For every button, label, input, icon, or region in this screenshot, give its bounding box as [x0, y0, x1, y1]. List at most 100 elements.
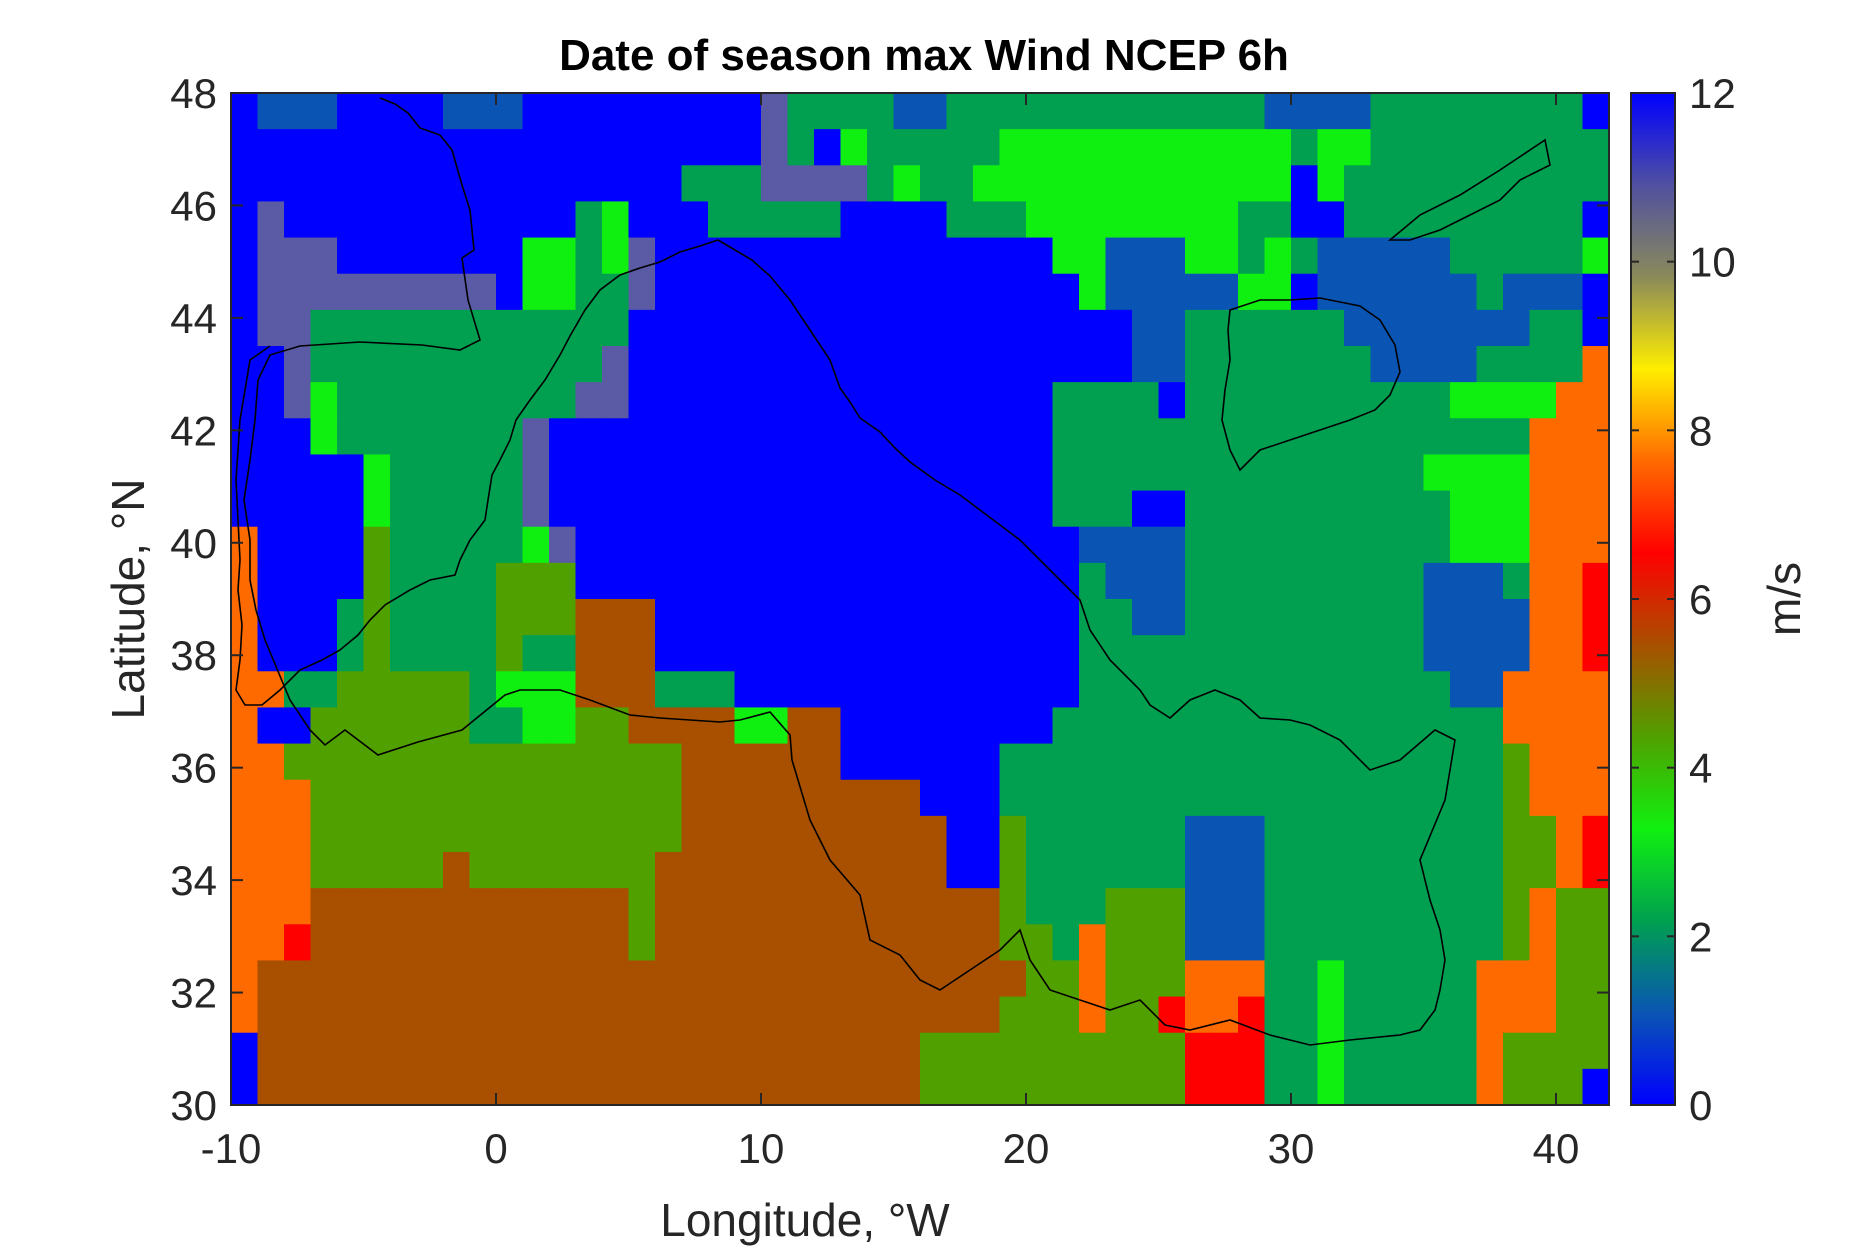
heatmap-cell	[867, 852, 895, 889]
heatmap-cell	[1476, 779, 1504, 817]
heatmap-cell	[522, 93, 550, 130]
heatmap-cell	[469, 309, 497, 347]
heatmap-cell	[522, 960, 550, 998]
heatmap-cell	[628, 671, 656, 709]
heatmap-cell	[973, 1032, 1001, 1070]
heatmap-cell	[840, 129, 868, 166]
heatmap-cell	[1556, 924, 1584, 962]
heatmap-cell	[1423, 599, 1451, 636]
heatmap-cell	[1158, 671, 1186, 709]
heatmap-cell	[1317, 996, 1345, 1034]
heatmap-cell	[575, 960, 603, 998]
heatmap-cell	[708, 996, 736, 1034]
heatmap-cell	[893, 382, 921, 419]
heatmap-cell	[443, 346, 471, 383]
heatmap-cell	[496, 382, 524, 419]
heatmap-cell	[575, 996, 603, 1034]
heatmap-cell	[1026, 165, 1054, 203]
heatmap-cell	[867, 382, 895, 419]
heatmap-cell	[734, 924, 762, 962]
heatmap-cell	[522, 852, 550, 889]
heatmap-cell	[840, 852, 868, 889]
heatmap-cell	[840, 562, 868, 600]
heatmap-cell	[973, 635, 1001, 672]
heatmap-cell	[284, 852, 312, 889]
heatmap-cell	[734, 237, 762, 275]
heatmap-cell	[257, 201, 285, 239]
heatmap-cell	[549, 707, 577, 745]
heatmap-cell	[787, 960, 815, 998]
heatmap-cell	[734, 165, 762, 203]
heatmap-cell	[1582, 815, 1610, 853]
heatmap-cell	[867, 599, 895, 636]
heatmap-cell	[496, 779, 524, 817]
heatmap-cell	[231, 743, 259, 781]
heatmap-cell	[337, 1068, 365, 1106]
heatmap-cell	[257, 309, 285, 347]
heatmap-cell	[284, 201, 312, 239]
heatmap-cell	[1370, 201, 1398, 239]
heatmap-cell	[1052, 526, 1080, 564]
heatmap-cell	[337, 165, 365, 203]
heatmap-cell	[708, 779, 736, 817]
heatmap-cell	[946, 93, 974, 130]
heatmap-cell	[1291, 273, 1319, 311]
heatmap-cell	[257, 165, 285, 203]
heatmap-cell	[496, 960, 524, 998]
heatmap-cell	[1105, 165, 1133, 203]
heatmap-cell	[1344, 888, 1372, 925]
heatmap-cell	[1211, 779, 1239, 817]
heatmap-cell	[284, 490, 312, 528]
heatmap-cell	[469, 743, 497, 781]
heatmap-cell	[1264, 382, 1292, 419]
heatmap-cell	[1079, 852, 1107, 889]
heatmap-cell	[1052, 852, 1080, 889]
heatmap-cell	[920, 743, 948, 781]
heatmap-cell	[1476, 346, 1504, 383]
heatmap-cell	[1344, 743, 1372, 781]
heatmap-cell	[231, 779, 259, 817]
heatmap-cell	[787, 273, 815, 311]
heatmap-cell	[469, 382, 497, 419]
heatmap-cell	[787, 888, 815, 925]
heatmap-cell	[787, 671, 815, 709]
heatmap-cell	[946, 201, 974, 239]
heatmap-cell	[1291, 93, 1319, 130]
heatmap-cell	[549, 599, 577, 636]
heatmap-cell	[416, 1032, 444, 1070]
heatmap-cell	[628, 635, 656, 672]
heatmap-cell	[1476, 562, 1504, 600]
heatmap-cell	[1158, 1068, 1186, 1106]
heatmap-cell	[337, 707, 365, 745]
heatmap-cell	[867, 924, 895, 962]
heatmap-cell	[1211, 960, 1239, 998]
heatmap-cell	[1317, 707, 1345, 745]
heatmap-cell	[1052, 996, 1080, 1034]
heatmap-cell	[867, 635, 895, 672]
heatmap-cell	[1556, 707, 1584, 745]
heatmap-cell	[1158, 562, 1186, 600]
heatmap-cell	[390, 599, 418, 636]
heatmap-cell	[1344, 599, 1372, 636]
heatmap-cell	[1105, 599, 1133, 636]
heatmap-cell	[973, 996, 1001, 1034]
heatmap-cell	[1344, 852, 1372, 889]
heatmap-cell	[1423, 671, 1451, 709]
heatmap-cell	[1503, 599, 1531, 636]
heatmap-cell	[1344, 165, 1372, 203]
heatmap-cell	[1344, 671, 1372, 709]
x-tick-label: 0	[484, 1125, 507, 1172]
x-tick-label: 10	[738, 1125, 785, 1172]
heatmap-cell	[1185, 888, 1213, 925]
heatmap-cell	[1052, 273, 1080, 311]
heatmap-cell	[1397, 924, 1425, 962]
heatmap-cell	[920, 996, 948, 1034]
heatmap-cell	[549, 1032, 577, 1070]
heatmap-cell	[840, 671, 868, 709]
heatmap-cell	[761, 779, 789, 817]
heatmap-cell	[1185, 599, 1213, 636]
heatmap-cell	[1079, 671, 1107, 709]
heatmap-cell	[1211, 815, 1239, 853]
heatmap-cell	[920, 815, 948, 853]
heatmap-cell	[496, 201, 524, 239]
